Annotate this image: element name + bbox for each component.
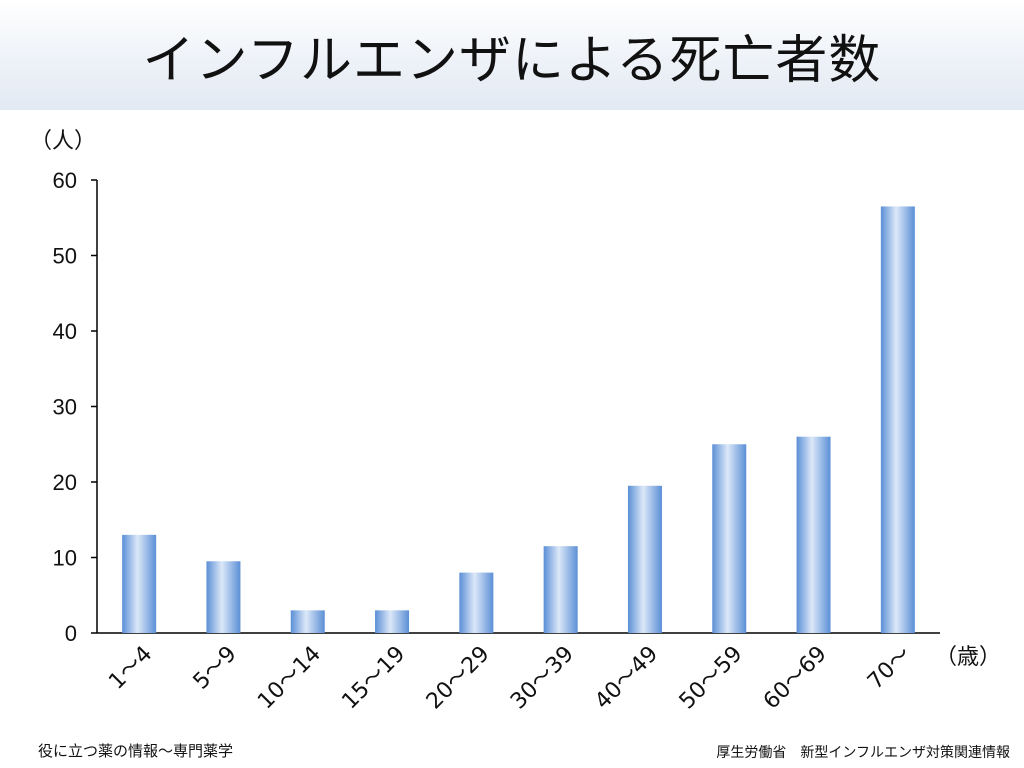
x-tick-label: 40～49: [590, 642, 663, 715]
x-tick-label: 15～19: [337, 642, 410, 715]
y-tick-label: 30: [53, 395, 77, 420]
x-axis-label: （歳）: [935, 645, 1001, 670]
bar-2: [206, 561, 241, 633]
source-citation: 厚生労働省 新型インフルエンザ対策関連情報: [716, 745, 1010, 761]
page-title: インフルエンザによる死亡者数: [142, 31, 882, 91]
bar-10: [880, 206, 915, 634]
y-tick-label: 40: [53, 319, 77, 344]
x-tick-label: 50～59: [675, 642, 748, 715]
y-tick-label: 20: [53, 470, 77, 495]
bar-1: [122, 534, 157, 633]
x-tick-label: 20～29: [422, 642, 495, 715]
source-site: 役に立つ薬の情報～専門薬学: [38, 742, 234, 760]
title-band: [0, 0, 1024, 110]
bar-8: [712, 444, 747, 633]
bar-3: [290, 610, 325, 633]
x-tick-label: 5～9: [189, 642, 242, 695]
y-axis-label: （人）: [30, 129, 96, 154]
bar-5: [459, 572, 494, 633]
x-tick-label: 10～14: [253, 642, 326, 715]
bar-7: [627, 485, 662, 633]
x-tick-label: 1～4: [104, 642, 157, 695]
bar-6: [543, 546, 578, 633]
bar-9: [796, 436, 831, 633]
y-tick-label: 0: [65, 621, 77, 646]
x-tick-label: 70～: [863, 642, 916, 695]
y-tick-label: 60: [53, 168, 77, 193]
bar-4: [375, 610, 410, 633]
y-tick-label: 50: [53, 244, 77, 269]
bar-chart: （人） （歳） 0 10 20 30 40 50 60 1～4 5～9 10～14 15～19 20…: [30, 129, 1001, 715]
x-tick-label: 60～69: [759, 642, 832, 715]
y-tick-label: 10: [53, 546, 77, 571]
x-tick-label: 30～39: [506, 642, 579, 715]
